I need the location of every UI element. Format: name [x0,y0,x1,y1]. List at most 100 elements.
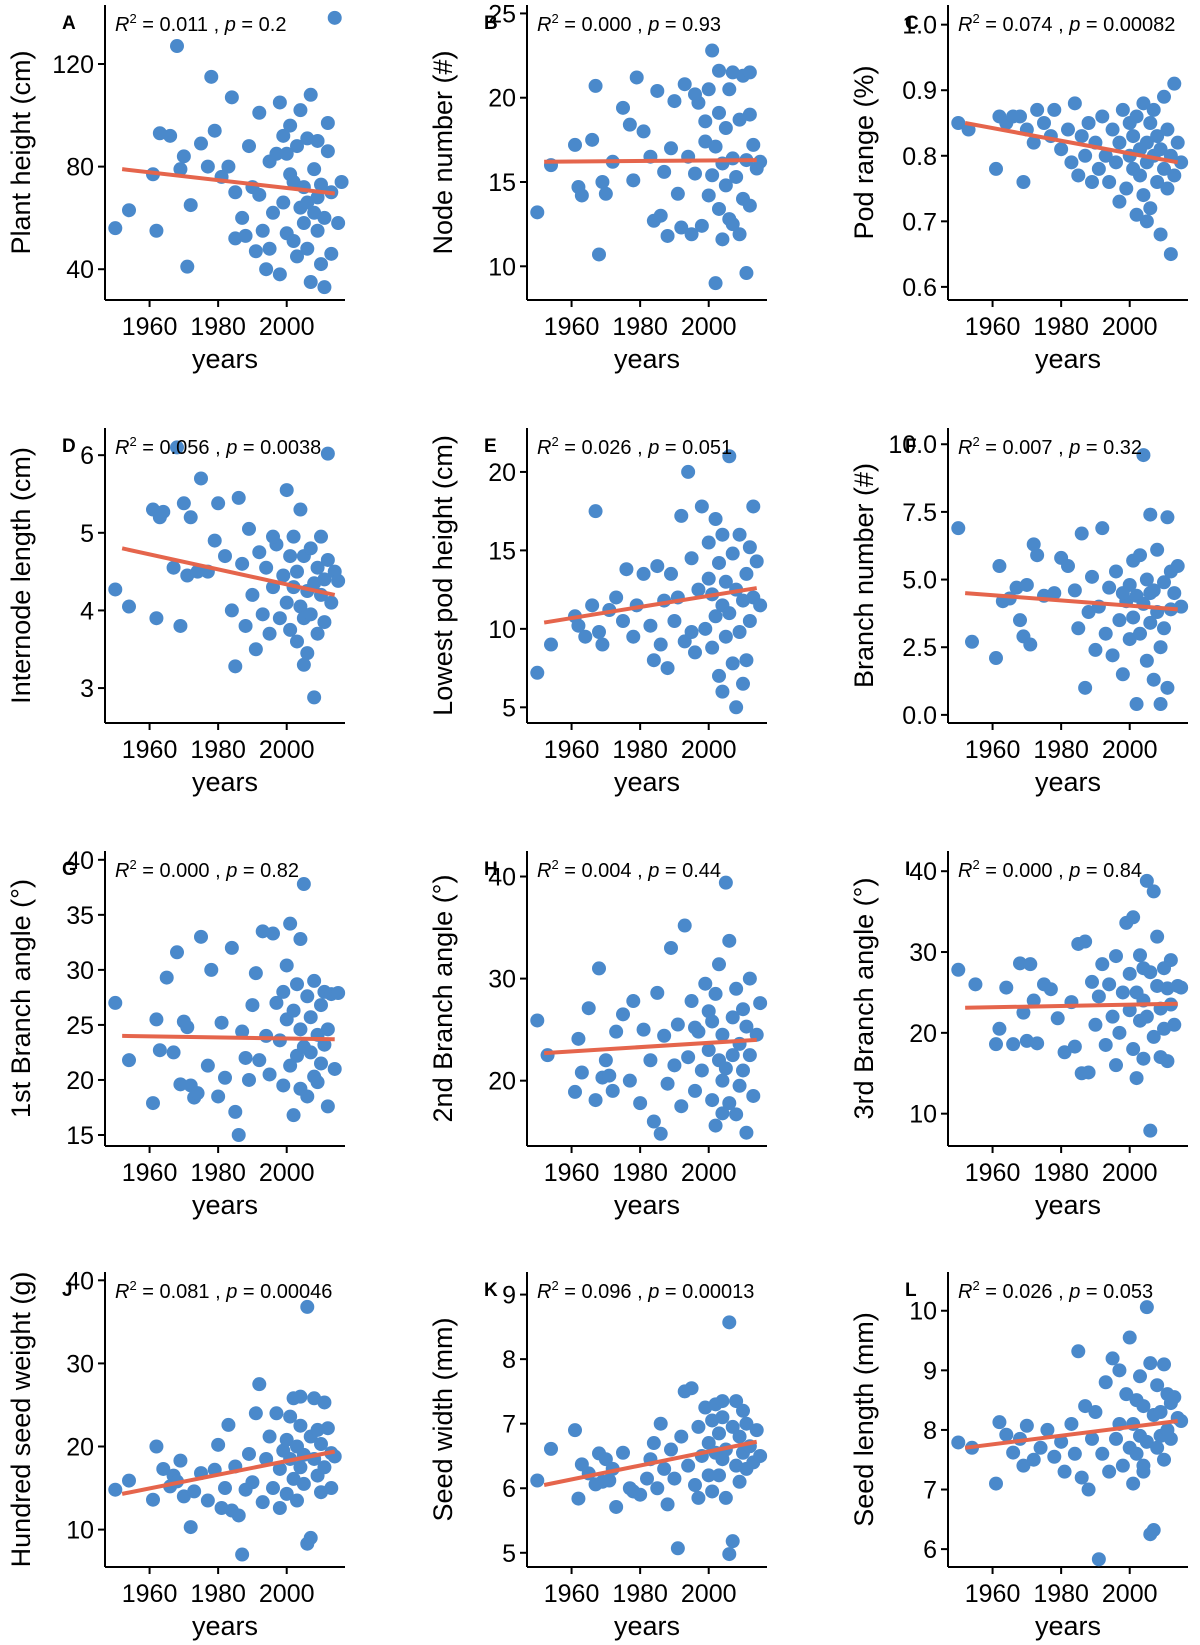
data-point [742,198,757,213]
data-point [616,100,630,115]
data-point [1047,102,1062,117]
data-point [722,933,737,948]
data-point [698,976,713,991]
data-point [684,994,699,1009]
r2-superscript: 2 [972,1278,979,1293]
x-axis-title: years [192,344,258,374]
data-point [331,985,346,1000]
data-point [712,1426,726,1441]
data-point [674,1429,689,1444]
data-point [1105,1351,1120,1366]
data-point [1167,586,1182,601]
data-point [694,1063,709,1078]
data-point [183,510,198,525]
data-point [1115,667,1130,682]
data-point [1040,1422,1055,1437]
data-point [742,107,757,122]
y-tick-label: 6 [80,442,94,470]
data-point [626,629,641,644]
data-point [1129,697,1144,712]
y-tick-label: 25 [488,0,516,28]
x-tick-label: 1980 [190,1159,246,1187]
data-point [334,175,349,189]
data-point [691,582,706,597]
data-point [1143,615,1158,630]
data-point [681,1050,696,1065]
data-point [228,659,243,674]
y-axis-title: Pod range (%) [849,65,879,239]
data-point [224,940,239,955]
data-point [252,105,267,120]
stats-annotation: R2 = 0.056 , p = 0.0038 [115,434,321,459]
data-point [303,1530,318,1545]
data-point [664,141,678,156]
data-point [989,651,1003,666]
data-point [221,1417,236,1432]
x-axis-title: years [192,767,258,797]
data-point [722,449,737,464]
data-point [194,471,208,486]
data-point [739,1416,754,1431]
data-point [708,512,723,527]
data-point [1146,884,1161,899]
data-point [310,1075,325,1090]
regression-line [964,591,1178,612]
data-point [259,560,274,575]
data-point [688,1083,702,1098]
data-point [290,139,304,154]
p-symbol: p [647,14,659,36]
data-point [951,521,966,536]
r2-value: = 0.081 , [137,1281,227,1303]
y-tick-label: 40 [66,847,94,875]
y-tick-label: 20 [488,459,516,487]
data-point [1102,175,1117,189]
y-tick-label: 20 [909,1020,937,1048]
data-point [653,637,668,652]
data-point [266,205,280,220]
data-point [670,1541,685,1556]
y-axis-title: Seed width (mm) [428,1317,458,1521]
data-point [180,1020,195,1035]
panel-letter: L [905,1280,917,1301]
data-point [1146,102,1161,117]
y-axis-title: Lowest pod height (cm) [428,435,458,716]
data-point [245,998,260,1013]
data-points [951,1300,1189,1567]
data-point [739,566,754,581]
data-point [314,998,328,1013]
data-point [715,1394,730,1409]
data-point [231,1508,246,1523]
data-point [1146,1029,1161,1044]
r2-superscript: 2 [129,1278,136,1293]
data-point [1109,1058,1123,1073]
data-point [722,606,737,621]
y-tick-label: 25 [66,1012,94,1040]
y-tick-label: 30 [66,1350,94,1378]
data-point [1150,129,1165,144]
data-point [290,249,304,264]
data-point [279,146,294,161]
data-point [1115,985,1130,1000]
data-point [592,961,606,976]
data-point [951,962,966,977]
data-point [149,1012,164,1027]
data-point [753,598,768,613]
p-symbol: p [1068,14,1080,36]
data-point [1112,613,1127,628]
data-point [701,1043,716,1058]
data-point [1122,966,1137,981]
data-point [595,175,610,189]
data-points [951,448,1189,712]
regression-line [544,158,757,164]
r2-superscript: 2 [972,857,979,872]
data-point [200,159,215,174]
data-point [1129,1071,1144,1086]
x-axis-title: years [192,1190,258,1220]
x-tick-label: 1960 [544,313,600,341]
data-point [176,149,191,164]
data-point [660,228,675,243]
x-tick-label: 2000 [681,1580,737,1608]
data-point [530,205,545,220]
